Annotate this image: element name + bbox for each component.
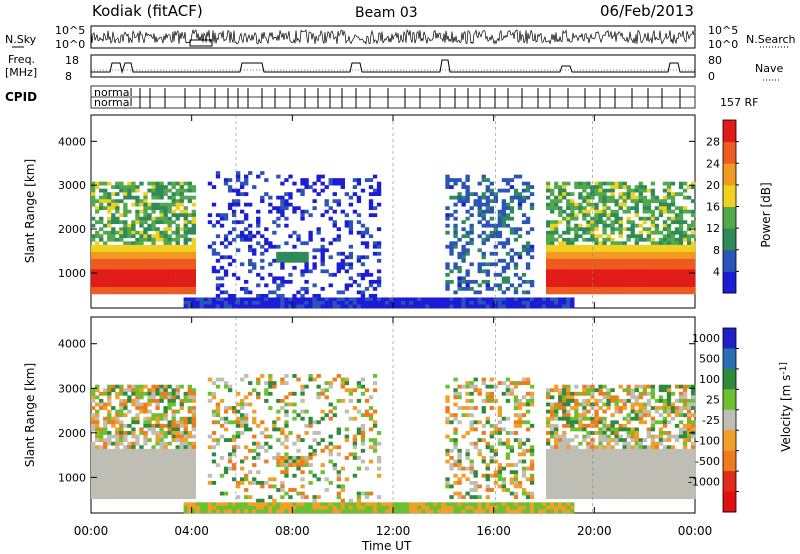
freq-label-top: Freq. — [8, 53, 35, 66]
time-tick-label: 00:00 — [74, 524, 109, 538]
range-tick-label: 2000 — [58, 223, 86, 236]
time-tick-label: 04:00 — [174, 524, 209, 538]
noise-trace — [90, 28, 695, 47]
time-tick-label: 00:00 — [678, 524, 713, 538]
velocity-panel: 1000 2000 3000 4000 Slant Range [km] — [23, 316, 696, 514]
velocity-colorbar-tick: 100 — [699, 373, 720, 386]
cpid-name-1: normal — [94, 86, 133, 99]
power-colorbar-tick: 16 — [706, 201, 720, 214]
cpid-label: CPID — [5, 90, 37, 104]
nsky-label: N.Sky — [5, 33, 37, 46]
freq-tick-top: 18 — [65, 54, 79, 67]
velocity-colorbar-label: Velocity [m s-1] — [779, 362, 793, 452]
velocity-axes: 1000 2000 3000 4000 — [58, 317, 696, 513]
power-colorbar-label: Power [dB] — [759, 182, 773, 247]
nave-tick-top: 80 — [708, 54, 722, 67]
freq-label-bottom: [MHz] — [5, 66, 37, 79]
velocity-ylabel: Slant Range [km] — [23, 363, 37, 467]
range-tick-label: 2000 — [58, 427, 86, 440]
power-axes: 1000 2000 3000 4000 — [58, 115, 696, 308]
cpid-name-2: normal — [94, 96, 133, 109]
noise-tick-left-top: 10^5 — [55, 24, 85, 37]
velocity-colorbar-tick: -100 — [695, 434, 720, 447]
noise-tick-right-top: 10^5 — [708, 24, 738, 37]
noise-strip: 10^5 10^0 10^5 10^0 — [55, 24, 738, 51]
velocity-colorbar-tick: 1000 — [692, 332, 720, 345]
freq-trace — [91, 59, 695, 74]
velocity-colorbar-tick: -1000 — [688, 475, 720, 488]
velocity-colorbar-tick: -500 — [695, 455, 720, 468]
nave-label: Nave — [755, 62, 783, 75]
time-axis-label: Time UT — [361, 539, 412, 553]
velocity-colorbar-tick: 25 — [706, 394, 720, 407]
freq-tick-bottom: 8 — [65, 70, 72, 83]
power-colorbar-tick: 24 — [706, 157, 720, 170]
power-heatmap — [91, 115, 696, 309]
range-tick-label: 1000 — [58, 471, 86, 484]
time-tick-label: 12:00 — [376, 524, 411, 538]
time-tick-label: 16:00 — [476, 524, 511, 538]
velocity-heatmap — [91, 317, 696, 514]
power-colorbar-tick: 8 — [713, 244, 720, 257]
range-tick-label: 3000 — [58, 179, 86, 192]
velocity-colorbar-tick: 500 — [699, 353, 720, 366]
power-ylabel: Slant Range [km] — [23, 159, 37, 263]
power-colorbar-tick: 20 — [706, 179, 720, 192]
freq-strip: 18 8 80 0 — [65, 54, 722, 83]
power-panel: 1000 2000 3000 4000 Slant Range [km] — [23, 114, 696, 309]
cpid-strip: normal normal 157 RF — [90, 85, 758, 109]
cpid-name-end: 157 RF — [720, 96, 758, 109]
velocity-colorbar-tick: -25 — [702, 414, 720, 427]
noise-tick-left-bottom: 10^0 — [55, 38, 85, 51]
range-tick-label: 4000 — [58, 135, 86, 148]
range-tick-label: 3000 — [58, 382, 86, 395]
time-tick-label: 08:00 — [275, 524, 310, 538]
power-colorbar-tick: 12 — [706, 222, 720, 235]
range-tick-label: 4000 — [58, 338, 86, 351]
time-axis: 00:00 04:00 08:00 12:00 16:00 20:00 00:00 — [74, 524, 713, 538]
nave-tick-bottom: 0 — [708, 70, 715, 83]
beam-label: Beam 03 — [355, 5, 418, 21]
cpid-marks — [91, 88, 695, 108]
date-label: 06/Feb/2013 — [600, 2, 694, 20]
power-colorbar-tick: 28 — [706, 136, 720, 149]
station-title: Kodiak (fitACF) — [92, 2, 203, 20]
time-tick-label: 20:00 — [577, 524, 612, 538]
power-colorbar-tick: 4 — [713, 265, 720, 278]
velocity-colorbar: 1000 500 100 25 -25 -100 -500 -1000 — [688, 327, 739, 513]
noise-tick-right-bottom: 10^0 — [708, 38, 738, 51]
nsearch-label: N.Search — [746, 33, 796, 46]
power-colorbar: 4 8 12 16 20 24 28 — [706, 119, 739, 294]
range-tick-label: 1000 — [58, 267, 86, 280]
